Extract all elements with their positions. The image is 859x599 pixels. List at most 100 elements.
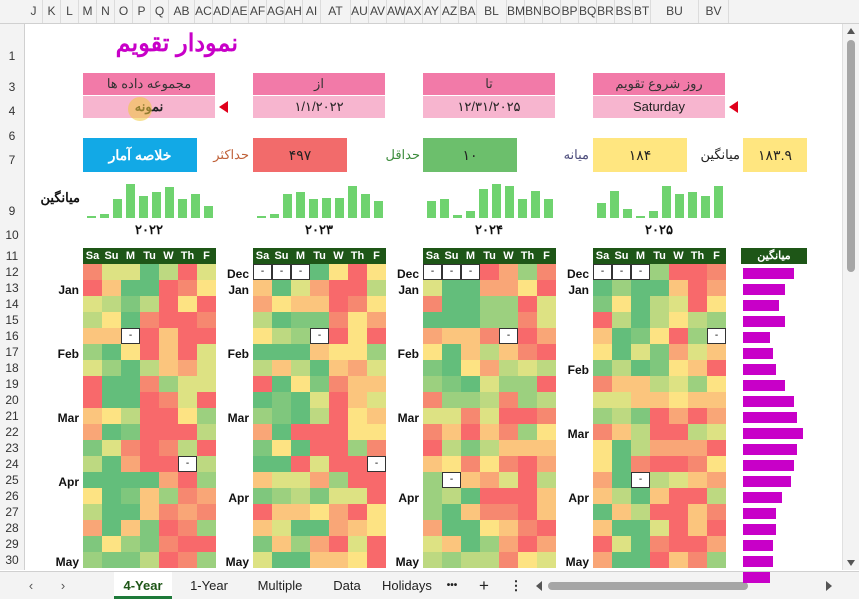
- calendar-day-cell: [291, 328, 310, 344]
- calendar-day-cell: [650, 280, 669, 296]
- row-header[interactable]: 13: [5, 281, 19, 295]
- tab-1-year[interactable]: 1-Year: [190, 578, 228, 593]
- column-header[interactable]: K: [43, 0, 61, 23]
- row-header[interactable]: 1: [8, 49, 16, 63]
- column-header[interactable]: BV: [699, 0, 729, 23]
- column-header[interactable]: AV: [369, 0, 387, 23]
- scroll-down-icon[interactable]: [847, 560, 855, 566]
- column-header[interactable]: BO: [543, 0, 561, 23]
- row-header[interactable]: 15: [5, 313, 19, 327]
- sheet-menu-icon[interactable]: ⋮: [509, 578, 523, 593]
- column-header[interactable]: M: [79, 0, 97, 23]
- to-date-input[interactable]: ۱۲/۳۱/۲۰۲۵: [423, 96, 555, 118]
- calendar-day-cell: [537, 488, 556, 504]
- row-header[interactable]: 21: [5, 409, 19, 423]
- column-header[interactable]: BM: [507, 0, 525, 23]
- calendar-day-cell: [272, 344, 291, 360]
- row-header[interactable]: 28: [5, 521, 19, 535]
- from-date-input[interactable]: ۱/۱/۲۰۲۲: [253, 96, 385, 118]
- column-header[interactable]: AC: [195, 0, 213, 23]
- row-header[interactable]: 17: [5, 345, 19, 359]
- calendar-day-cell: [593, 312, 612, 328]
- row-header[interactable]: 29: [5, 537, 19, 551]
- scroll-thumb[interactable]: [847, 40, 855, 272]
- hscroll-right-icon[interactable]: [826, 581, 832, 591]
- hscroll-left-icon[interactable]: [536, 581, 542, 591]
- tab-4-year[interactable]: 4-Year: [114, 572, 172, 599]
- column-header[interactable]: BR: [597, 0, 615, 23]
- column-header[interactable]: AT: [321, 0, 351, 23]
- row-header[interactable]: 4: [8, 104, 16, 118]
- column-header[interactable]: AX: [405, 0, 423, 23]
- row-header[interactable]: 25: [5, 473, 19, 487]
- row-header[interactable]: 3: [8, 80, 16, 94]
- column-header[interactable]: BL: [477, 0, 507, 23]
- column-header[interactable]: BT: [633, 0, 651, 23]
- row-header[interactable]: 24: [5, 457, 19, 471]
- row-header[interactable]: 26: [5, 489, 19, 503]
- column-header[interactable]: BU: [651, 0, 699, 23]
- row-header[interactable]: 11: [5, 249, 19, 263]
- column-header[interactable]: BA: [459, 0, 477, 23]
- tab-holidays[interactable]: Holidays: [382, 578, 432, 593]
- tab-multiple[interactable]: Multiple: [257, 578, 303, 593]
- column-header[interactable]: AU: [351, 0, 369, 23]
- row-header[interactable]: 6: [8, 129, 16, 143]
- calendar-day-cell: -: [121, 328, 140, 344]
- column-header[interactable]: BS: [615, 0, 633, 23]
- column-header[interactable]: AZ: [441, 0, 459, 23]
- summary-stats-button[interactable]: خلاصه آمار: [83, 138, 197, 172]
- week-start-dropdown[interactable]: Saturday: [593, 96, 725, 118]
- vertical-scrollbar[interactable]: [842, 24, 859, 570]
- row-header[interactable]: 22: [5, 425, 19, 439]
- row-header[interactable]: 27: [5, 505, 19, 519]
- column-header[interactable]: AI: [303, 0, 321, 23]
- scroll-up-icon[interactable]: [847, 28, 855, 34]
- row-header[interactable]: 19: [5, 377, 19, 391]
- tab-scroll-right-icon[interactable]: ›: [60, 578, 66, 593]
- column-header[interactable]: O: [115, 0, 133, 23]
- calendar-day-cell: -: [272, 264, 291, 280]
- column-header[interactable]: N: [97, 0, 115, 23]
- column-header[interactable]: J: [25, 0, 43, 23]
- row-header[interactable]: 12: [5, 265, 19, 279]
- hscroll-thumb[interactable]: [548, 582, 748, 590]
- row-header[interactable]: 30: [5, 553, 19, 567]
- row-header[interactable]: 10: [5, 228, 19, 242]
- calendar-day-cell: [102, 552, 121, 568]
- calendar-day-cell: [329, 408, 348, 424]
- column-header[interactable]: P: [133, 0, 151, 23]
- tab-scroll-left-icon[interactable]: ‹: [28, 578, 34, 593]
- calendar-day-cell: [83, 488, 102, 504]
- calendar-day-cell: [291, 440, 310, 456]
- column-header[interactable]: AW: [387, 0, 406, 23]
- row-header[interactable]: 14: [5, 297, 19, 311]
- row-header[interactable]: 7: [8, 153, 16, 167]
- column-header[interactable]: BQ: [579, 0, 597, 23]
- column-header[interactable]: BN: [525, 0, 543, 23]
- calendar-day-cell: [197, 376, 216, 392]
- column-header[interactable]: AD: [213, 0, 231, 23]
- column-header[interactable]: AH: [285, 0, 303, 23]
- column-header[interactable]: AY: [423, 0, 441, 23]
- row-header[interactable]: 23: [5, 441, 19, 455]
- column-header[interactable]: BP: [561, 0, 579, 23]
- column-header[interactable]: AE: [231, 0, 249, 23]
- from-date-label: از: [253, 73, 385, 95]
- column-header[interactable]: AF: [249, 0, 267, 23]
- horizontal-scrollbar[interactable]: [536, 580, 836, 592]
- column-header[interactable]: AB: [169, 0, 195, 23]
- calendar-day-cell: [612, 456, 631, 472]
- row-header[interactable]: 20: [5, 393, 19, 407]
- row-header[interactable]: 16: [5, 329, 19, 343]
- median-label: میانه: [563, 147, 589, 162]
- more-tabs-icon[interactable]: •••: [446, 580, 458, 591]
- tab-data[interactable]: Data: [333, 578, 361, 593]
- row-header[interactable]: 9: [8, 204, 16, 218]
- calendar-day-cell: [253, 408, 272, 424]
- add-sheet-icon[interactable]: +: [479, 576, 489, 595]
- column-header[interactable]: L: [61, 0, 79, 23]
- column-header[interactable]: AG: [267, 0, 285, 23]
- column-header[interactable]: Q: [151, 0, 169, 23]
- row-header[interactable]: 18: [5, 361, 19, 375]
